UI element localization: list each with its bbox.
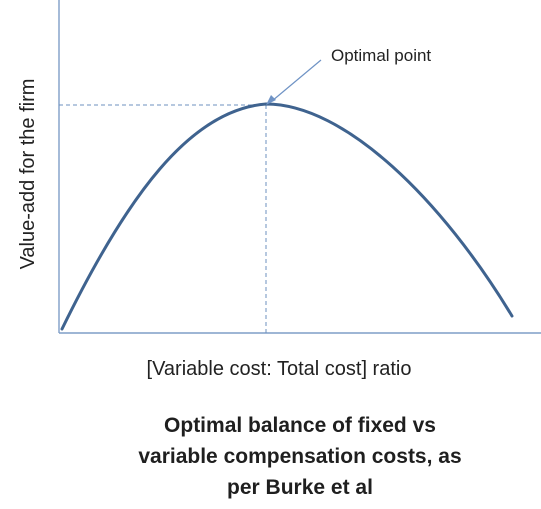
y-axis-label: Value-add for the firm: [17, 79, 39, 270]
caption-line-3: per Burke et al: [227, 476, 373, 499]
caption-line-1: Optimal balance of fixed vs: [164, 414, 436, 437]
x-axis-label: [Variable cost: Total cost] ratio: [147, 358, 412, 380]
optimal-point-label: Optimal point: [331, 46, 431, 65]
value-add-curve: [60, 102, 514, 331]
figure-caption: Optimal balance of fixed vs variable com…: [90, 410, 510, 503]
optimal-point-arrow: [271, 59, 322, 102]
optimal-point-arrowhead: [266, 95, 276, 105]
caption-line-2: variable compensation costs, as: [138, 445, 462, 468]
